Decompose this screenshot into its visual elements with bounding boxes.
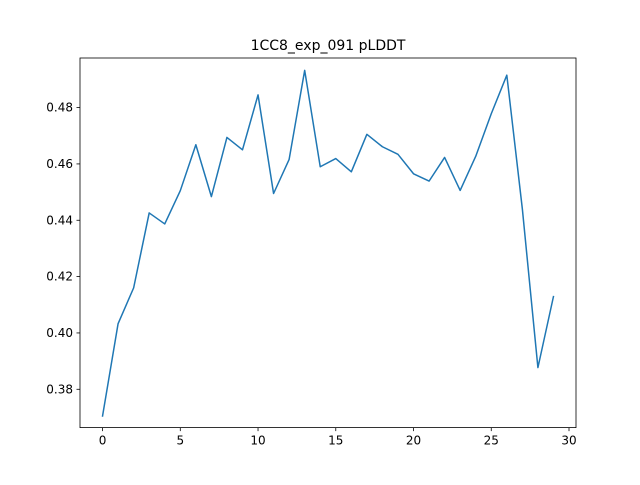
y-tick-label: 0.44 bbox=[46, 213, 73, 227]
x-tick-label: 10 bbox=[250, 434, 265, 448]
y-tick-label: 0.48 bbox=[46, 101, 73, 115]
x-tick-label: 20 bbox=[406, 434, 421, 448]
y-tick-label: 0.40 bbox=[46, 326, 73, 340]
x-tick-label: 15 bbox=[328, 434, 343, 448]
x-tick-label: 5 bbox=[176, 434, 184, 448]
plot-frame bbox=[79, 57, 577, 429]
x-tick-label: 30 bbox=[561, 434, 576, 448]
y-tick-label: 0.38 bbox=[46, 382, 73, 396]
x-tick-label: 0 bbox=[99, 434, 107, 448]
series-line bbox=[101, 69, 555, 417]
chart-title: 1CC8_exp_091 pLDDT bbox=[251, 38, 406, 54]
y-tick-label: 0.42 bbox=[46, 270, 73, 284]
x-tick-label: 25 bbox=[484, 434, 499, 448]
y-tick-label: 0.46 bbox=[46, 157, 73, 171]
